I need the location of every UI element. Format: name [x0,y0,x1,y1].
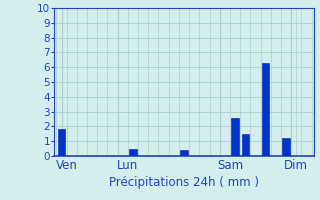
Bar [129,149,137,156]
Bar [242,134,249,156]
Bar [180,150,188,156]
Bar [231,118,239,156]
Bar [283,138,290,156]
Bar [58,129,65,156]
Bar [262,63,269,156]
X-axis label: Précipitations 24h ( mm ): Précipitations 24h ( mm ) [109,176,259,189]
